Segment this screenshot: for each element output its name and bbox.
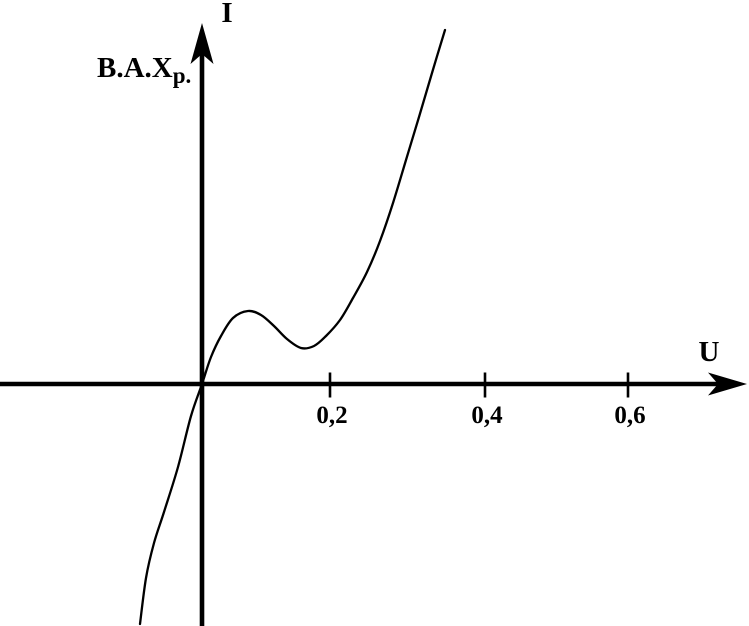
x-axis-label: U bbox=[699, 336, 720, 368]
axes bbox=[0, 23, 747, 626]
x-ticks: 0,2 0,4 0,6 bbox=[316, 372, 646, 429]
y-axis-arrow-icon bbox=[190, 23, 214, 64]
vah-annotation: В.А.Хр. bbox=[97, 52, 191, 88]
vah-annotation-subscript: р. bbox=[173, 63, 192, 88]
vah-annotation-main: В.А.Х bbox=[97, 52, 173, 84]
x-tick-label: 0,4 bbox=[471, 402, 503, 429]
y-axis-label: I bbox=[221, 0, 232, 29]
iv-curve bbox=[138, 28, 447, 626]
x-tick-label: 0,6 bbox=[614, 402, 645, 429]
x-axis-arrow-icon bbox=[708, 372, 747, 396]
x-tick-label: 0,2 bbox=[316, 402, 347, 429]
